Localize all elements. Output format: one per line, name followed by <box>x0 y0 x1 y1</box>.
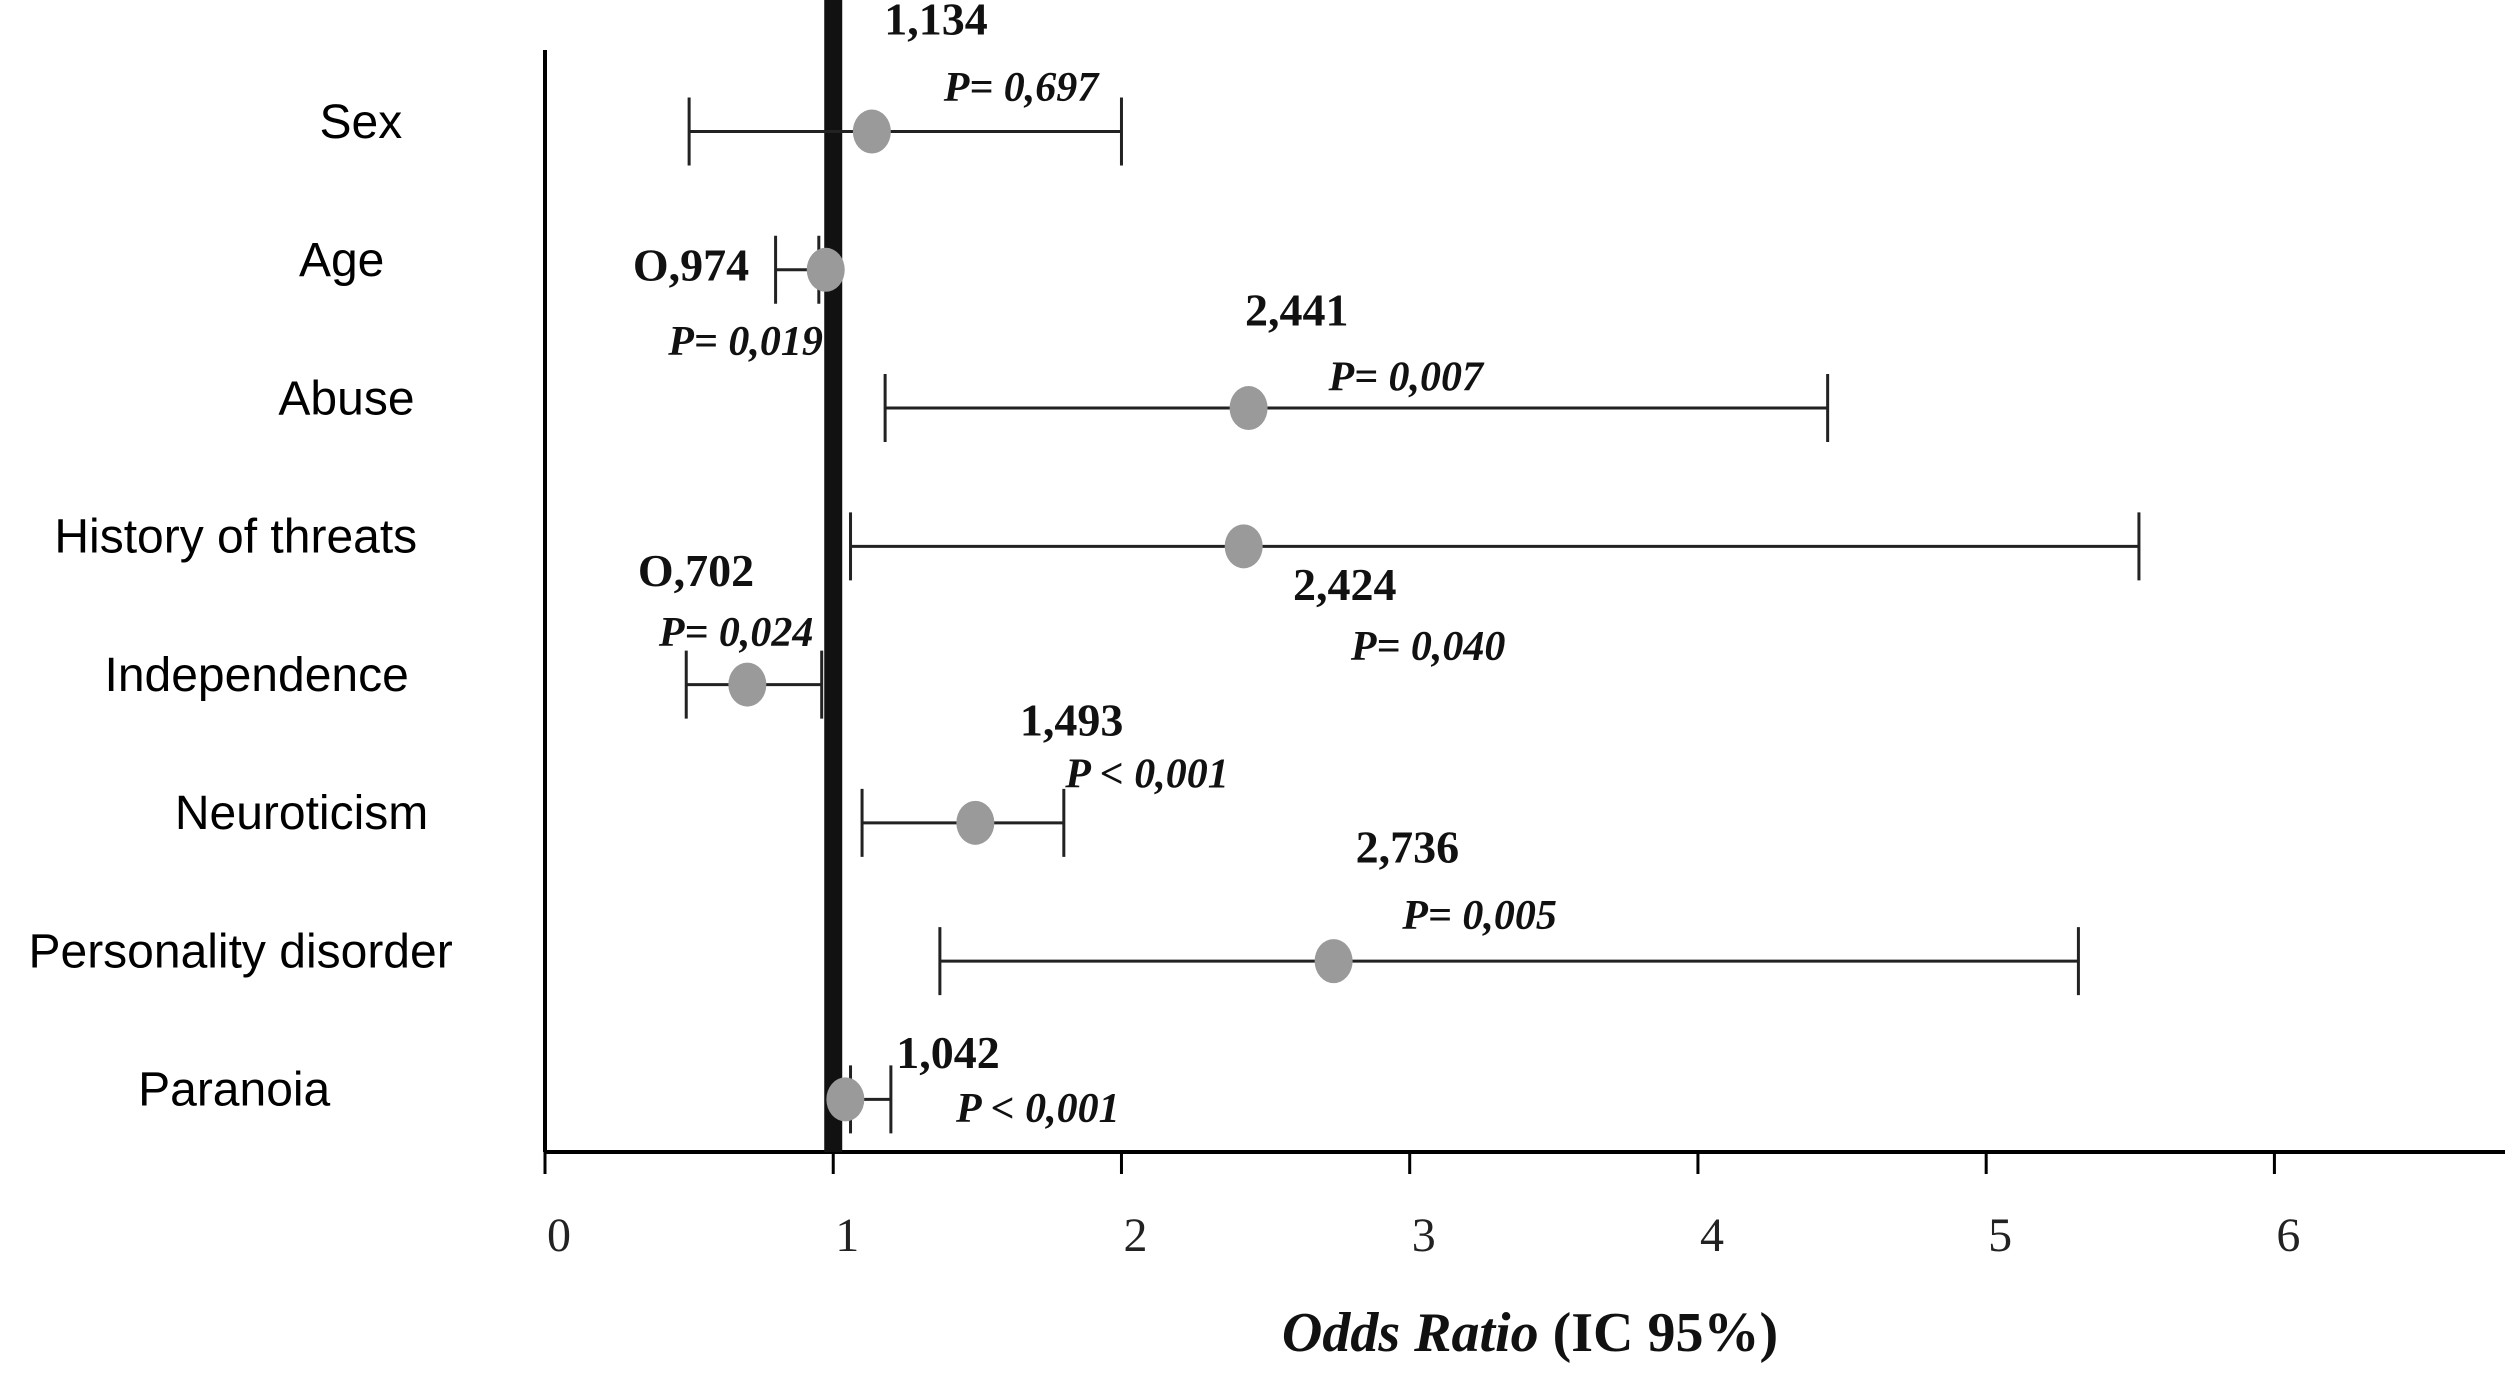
p-value-label: P= 0,005 <box>1401 893 1557 939</box>
value-label: 2,424 <box>1293 559 1397 610</box>
p-value-label: P < 0,001 <box>1064 752 1229 798</box>
x-axis-label: Odds Ratio (IC 95%) <box>1282 1302 1778 1364</box>
p-value-label: P < 0,001 <box>955 1086 1120 1132</box>
value-label: 1,493 <box>1020 695 1124 746</box>
p-value-label: P= 0,024 <box>658 610 814 656</box>
point <box>852 109 891 154</box>
point <box>806 247 845 292</box>
category-label: Age <box>299 234 384 287</box>
value-label: 1,042 <box>896 1027 1000 1078</box>
point <box>956 800 995 845</box>
p-value-label: P= 0,697 <box>943 65 1101 111</box>
category-label: Sex <box>320 96 403 149</box>
value-label: O,974 <box>633 239 749 290</box>
p-value-label: P= 0,040 <box>1350 624 1506 670</box>
p-value-label: P= 0,019 <box>667 319 823 365</box>
x-axis-label-note: (IC 95%) <box>1553 1302 1779 1364</box>
value-label: 1,134 <box>884 0 988 45</box>
category-label: Personality disorder <box>28 925 452 978</box>
x-tick-label: 3 <box>1412 1209 1436 1262</box>
point <box>1314 939 1353 984</box>
x-tick-label: 1 <box>835 1209 859 1262</box>
category-label: Paranoia <box>138 1064 330 1117</box>
x-tick-label: 5 <box>1988 1209 2012 1262</box>
value-label: 2,736 <box>1356 822 1460 873</box>
value-label: 2,441 <box>1245 285 1349 336</box>
p-value-label: P= 0,007 <box>1327 354 1485 400</box>
x-axis-label-main: Odds Ratio <box>1282 1302 1539 1364</box>
category-label: History of threats <box>54 511 417 564</box>
x-tick-label: 4 <box>1700 1209 1724 1262</box>
x-tick-label: 0 <box>547 1209 571 1262</box>
category-label: Neuroticism <box>175 787 428 840</box>
point <box>826 1077 865 1122</box>
x-tick-label: 6 <box>2276 1209 2300 1262</box>
point <box>1224 524 1263 569</box>
value-label: O,702 <box>638 545 754 596</box>
category-label: Independence <box>104 649 408 702</box>
point <box>728 662 767 707</box>
point <box>1229 386 1268 431</box>
x-tick-label: 2 <box>1123 1209 1147 1262</box>
category-label: Abuse <box>278 372 414 425</box>
